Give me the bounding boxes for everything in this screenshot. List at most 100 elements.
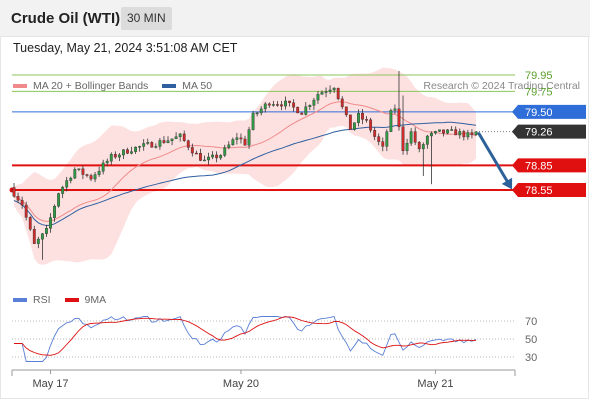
candle — [288, 100, 291, 107]
candle-body — [454, 129, 458, 136]
rsi-tick-70: 70 — [525, 316, 537, 328]
candle-body — [53, 205, 56, 218]
rsi-9ma-line — [14, 316, 476, 356]
timeframe-badge[interactable]: 30 MIN — [121, 7, 172, 30]
candle-body — [142, 143, 146, 147]
candle-body — [57, 193, 61, 207]
candle — [247, 126, 251, 149]
candle — [235, 132, 239, 145]
candle-body — [162, 140, 166, 143]
candle — [227, 141, 231, 150]
candle-body — [146, 142, 150, 144]
candle — [320, 90, 324, 95]
candle — [409, 128, 413, 146]
candle-body — [421, 144, 425, 150]
candle-body — [235, 137, 239, 140]
candle — [77, 168, 81, 172]
candle — [174, 132, 178, 140]
candle-body — [344, 106, 348, 116]
candle — [162, 136, 166, 144]
candle — [45, 224, 48, 237]
candle — [405, 138, 409, 155]
candle — [134, 146, 138, 154]
forecast-arrow-head — [501, 177, 513, 190]
candle — [304, 102, 308, 116]
candle — [32, 225, 36, 244]
candle — [373, 127, 377, 141]
candle — [20, 196, 24, 209]
forecast-arrow — [477, 132, 513, 190]
candle-body — [186, 140, 190, 148]
candle-body — [203, 159, 206, 162]
candle — [178, 133, 182, 142]
candle — [16, 192, 20, 203]
candle — [113, 151, 117, 159]
candle-body — [243, 138, 247, 146]
candle-body — [393, 108, 397, 111]
ma20-swatch — [13, 84, 27, 88]
candle-body — [16, 196, 20, 201]
candle-body — [113, 154, 117, 158]
candle — [158, 138, 162, 150]
candle — [199, 148, 202, 162]
candle — [207, 152, 210, 165]
rsi-legend: RSI 9MA — [13, 294, 106, 306]
candle — [328, 85, 332, 95]
ma20-legend-label: MA 20 + Bollinger Bands — [33, 80, 149, 92]
candle — [393, 104, 397, 114]
candle — [385, 129, 389, 152]
level-tag-5 — [512, 182, 586, 197]
main-legend: MA 20 + Bollinger Bands MA 50 — [13, 80, 212, 92]
level-tag-4 — [512, 158, 586, 173]
candle — [324, 87, 328, 98]
candle-body — [32, 229, 36, 244]
rsi-panel: 70 50 30 — [12, 315, 537, 364]
candle — [186, 139, 190, 151]
candle — [421, 142, 425, 176]
candle — [109, 152, 113, 165]
candle — [470, 129, 474, 139]
instrument-title: Crude Oil (WTI) — [11, 10, 121, 27]
candle-body — [328, 89, 332, 92]
candle-body — [117, 154, 121, 158]
candle-body — [24, 204, 28, 218]
candle — [203, 155, 206, 162]
rsi-line — [14, 315, 477, 362]
candle-body — [154, 146, 158, 148]
candle-body — [215, 154, 219, 159]
candle-body — [296, 106, 300, 114]
candle-body — [466, 132, 470, 138]
candle — [312, 97, 316, 111]
candle — [429, 131, 433, 185]
forecast-arrow-shaft — [477, 132, 512, 188]
candle-body — [373, 129, 377, 137]
candle — [150, 141, 154, 148]
candle — [211, 151, 214, 160]
candle — [267, 102, 271, 108]
candle — [296, 106, 300, 114]
candle — [24, 201, 28, 221]
candle — [251, 110, 255, 131]
candle — [357, 109, 360, 127]
candle — [223, 144, 227, 158]
candle — [81, 165, 85, 180]
candle — [117, 153, 121, 162]
candle-body — [85, 174, 89, 176]
candle-body — [401, 126, 405, 152]
candle-body — [73, 169, 77, 179]
candle-body — [207, 156, 210, 161]
candle — [130, 146, 133, 155]
candle — [105, 158, 109, 167]
candle-body — [280, 104, 283, 107]
candle — [377, 133, 381, 146]
candle-body — [450, 129, 454, 131]
level-label-0: 79.95 — [525, 70, 553, 82]
candle-body — [81, 168, 85, 175]
candle — [40, 233, 44, 260]
candle-body — [12, 187, 16, 197]
rsi-tick-30: 30 — [525, 352, 537, 364]
candle-body — [170, 138, 174, 141]
timestamp: Tuesday, May 21, 2024 3:51:08 AM CET — [13, 41, 238, 55]
candle-body — [348, 114, 352, 130]
candle-body — [381, 141, 385, 147]
